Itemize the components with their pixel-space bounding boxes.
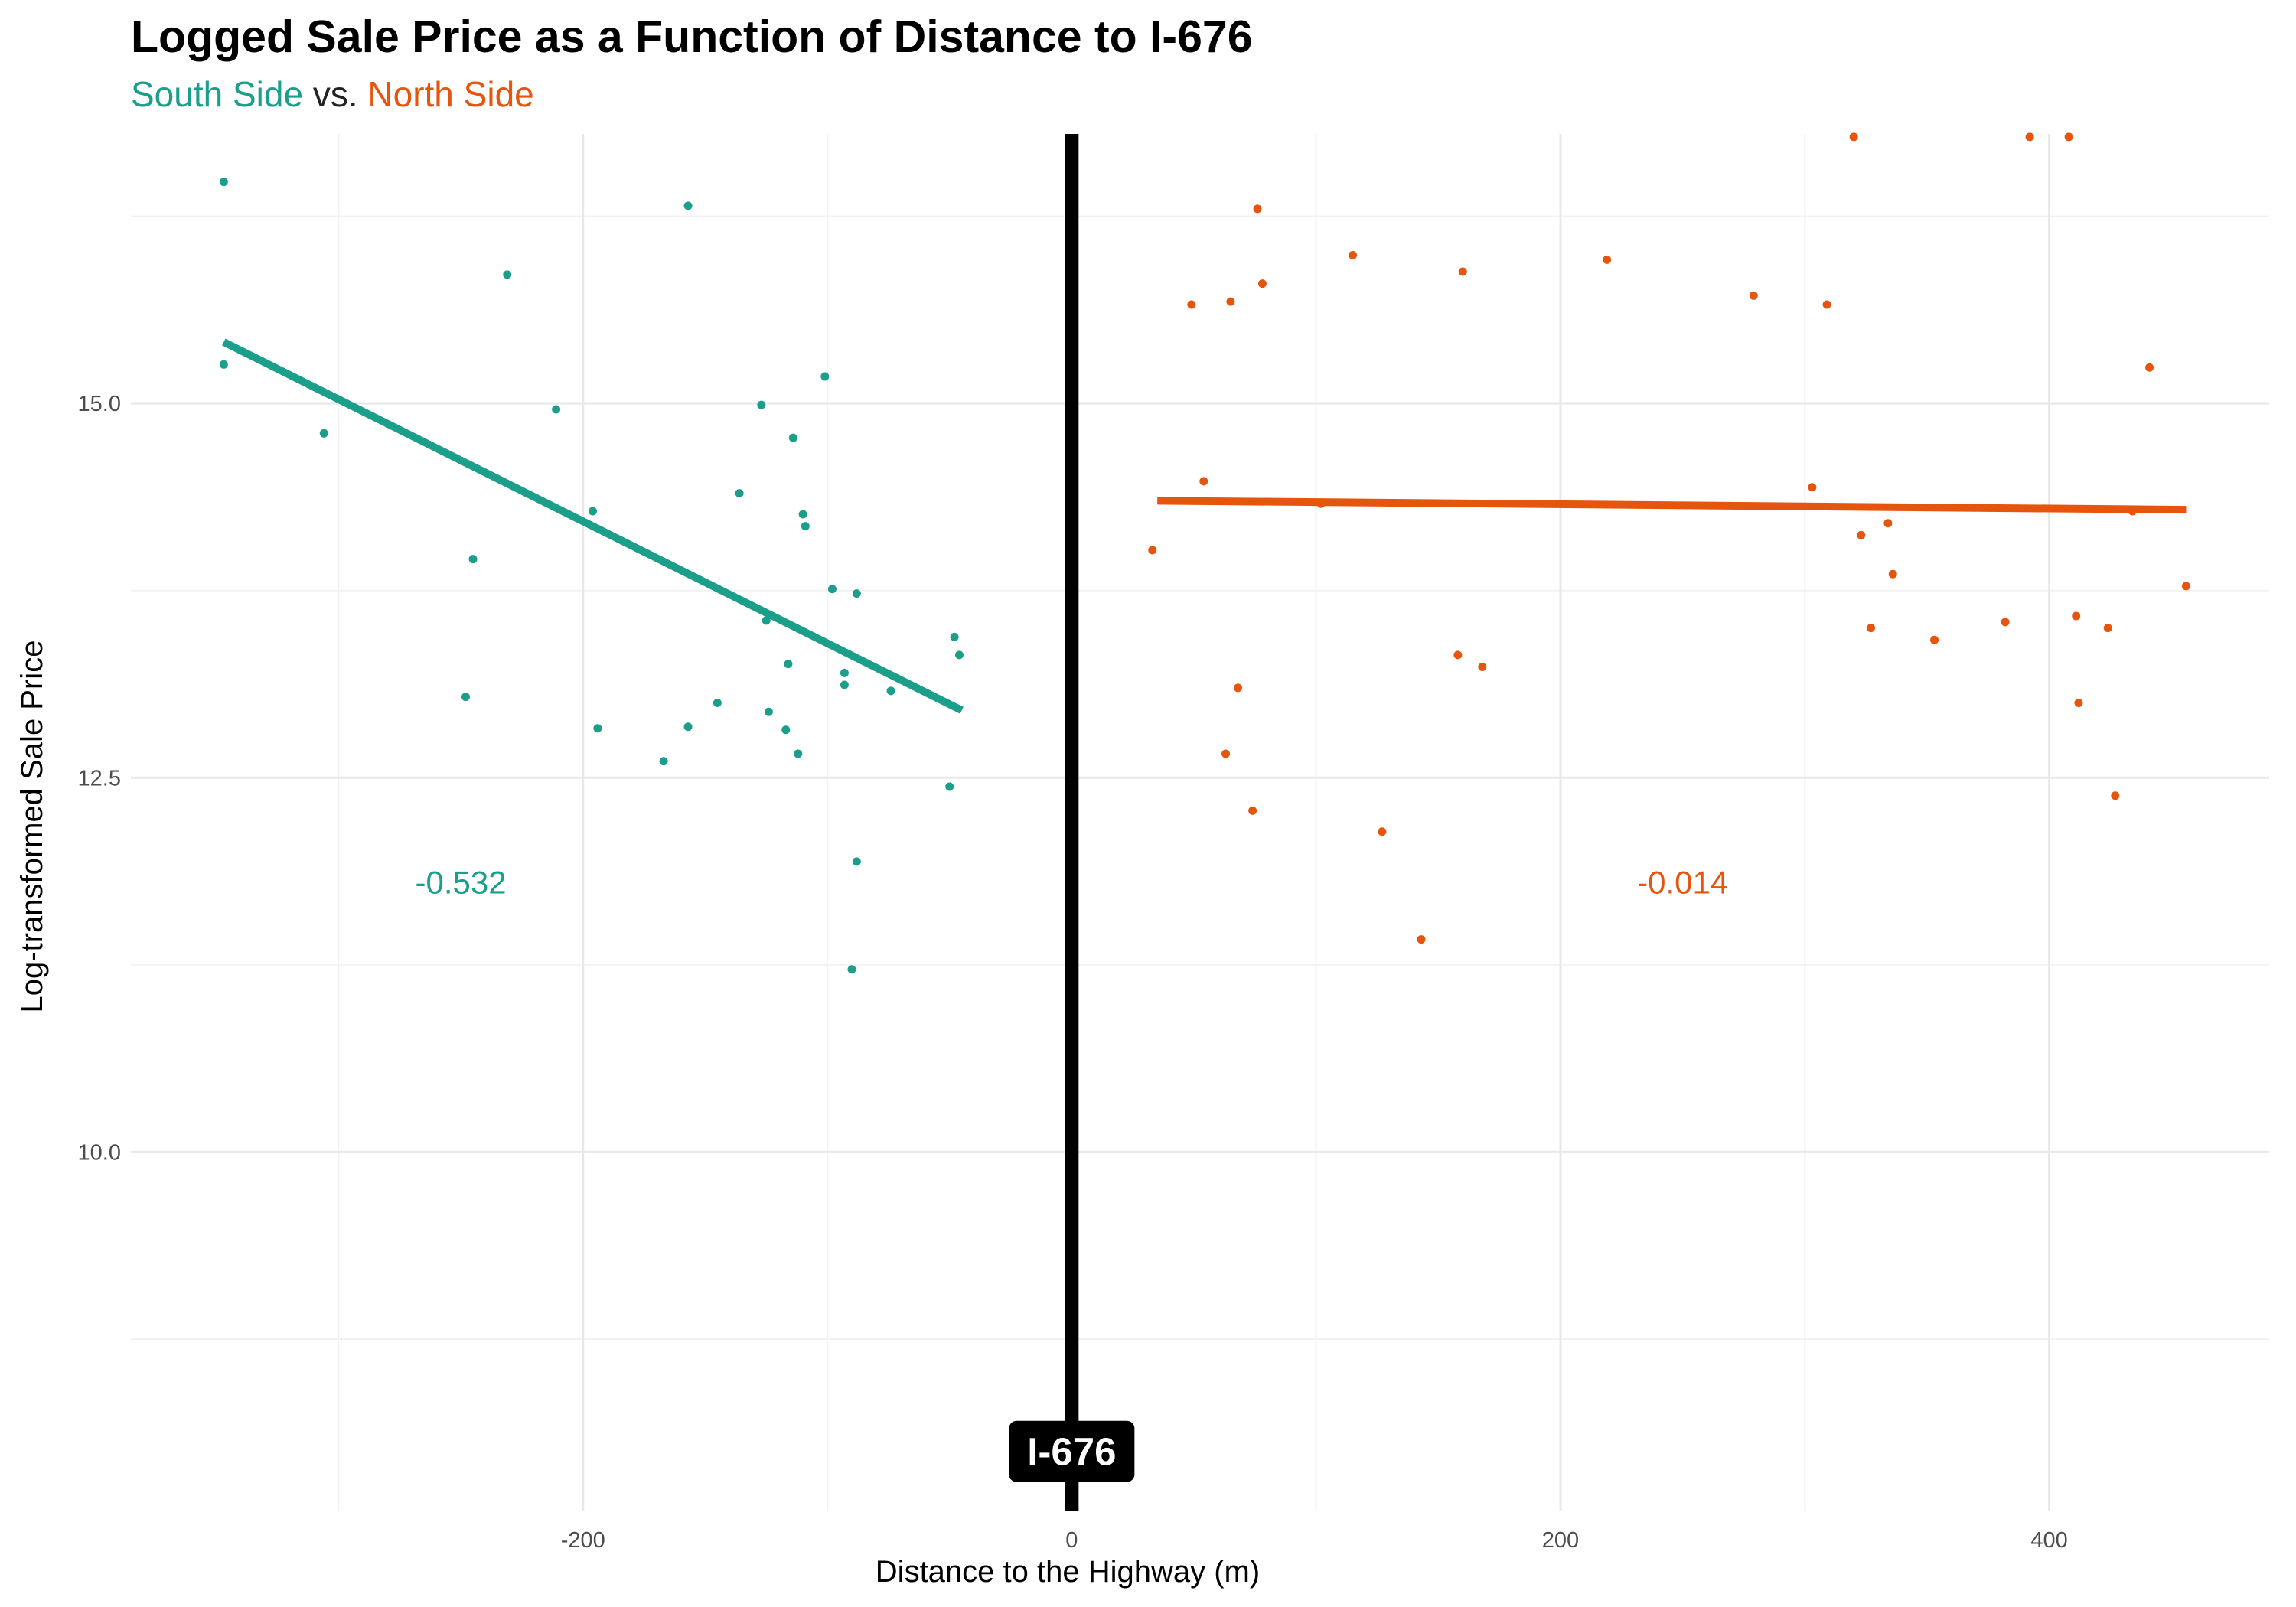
north-point bbox=[1883, 519, 1893, 528]
south-point bbox=[794, 749, 803, 758]
south-point bbox=[820, 372, 830, 381]
north-point bbox=[2072, 611, 2081, 621]
south-point bbox=[762, 616, 771, 625]
south-point bbox=[950, 632, 959, 641]
north-point bbox=[1749, 291, 1758, 300]
grid-major bbox=[131, 134, 2269, 1511]
south-point bbox=[683, 722, 693, 732]
x-tick-label: 400 bbox=[2030, 1528, 2067, 1553]
data-points bbox=[219, 132, 2190, 974]
south-point bbox=[781, 725, 791, 735]
south-point bbox=[461, 693, 470, 702]
north-point bbox=[1822, 300, 1831, 309]
north-point bbox=[1148, 546, 1157, 555]
slope-annotations: -0.532 -0.014 bbox=[416, 864, 1729, 900]
x-axis-ticks: -200 0 200 400 bbox=[561, 1528, 2068, 1553]
south-point bbox=[659, 757, 668, 766]
north-point bbox=[2181, 582, 2190, 591]
north-point bbox=[1187, 300, 1196, 309]
south-point bbox=[552, 405, 561, 414]
south-point bbox=[852, 857, 861, 866]
y-axis-ticks: 10.0 12.5 15.0 bbox=[78, 392, 121, 1165]
north-point bbox=[1930, 635, 1939, 644]
highway-label-box bbox=[1009, 1420, 1135, 1482]
north-point bbox=[1857, 530, 1866, 539]
north-point bbox=[2128, 507, 2137, 516]
x-tick-label: 0 bbox=[1065, 1528, 1078, 1553]
south-point bbox=[798, 510, 807, 519]
south-point bbox=[589, 507, 598, 516]
north-slope-label: -0.014 bbox=[1637, 864, 1728, 900]
south-point bbox=[764, 707, 773, 716]
fit-lines bbox=[222, 338, 2187, 714]
north-point bbox=[1417, 935, 1426, 944]
south-point bbox=[735, 489, 744, 498]
y-tick-label: 10.0 bbox=[78, 1140, 121, 1165]
x-tick-label: 200 bbox=[1542, 1528, 1579, 1553]
south-point bbox=[784, 660, 793, 669]
north-point bbox=[1253, 204, 1262, 214]
north-point bbox=[2025, 132, 2034, 142]
y-tick-label: 15.0 bbox=[78, 392, 121, 416]
north-point bbox=[1248, 806, 1257, 815]
north-point bbox=[1221, 749, 1231, 758]
north-point bbox=[2064, 132, 2073, 142]
north-point bbox=[1226, 297, 1235, 306]
y-axis-title: Log-transformed Sale Price bbox=[15, 641, 49, 1013]
north-fit-line bbox=[1157, 497, 2187, 514]
y-tick-label: 12.5 bbox=[78, 766, 121, 790]
south-point bbox=[503, 270, 512, 279]
chart-subtitle: South Side vs. North Side bbox=[131, 73, 534, 115]
north-point bbox=[2111, 791, 2120, 800]
south-point bbox=[840, 680, 849, 689]
south-point bbox=[468, 555, 478, 564]
south-point bbox=[827, 585, 837, 594]
highway-label: I-676 bbox=[1027, 1430, 1116, 1474]
north-point bbox=[1233, 683, 1242, 693]
grid-minor bbox=[131, 134, 2269, 1511]
south-point bbox=[847, 965, 856, 974]
south-fit-line bbox=[222, 338, 964, 714]
south-point bbox=[840, 668, 849, 677]
south-point bbox=[683, 201, 693, 210]
north-point bbox=[1349, 250, 1358, 259]
north-point bbox=[2103, 624, 2112, 633]
north-point bbox=[1478, 663, 1487, 672]
x-tick-label: -200 bbox=[561, 1528, 605, 1553]
south-point bbox=[319, 429, 328, 438]
north-point bbox=[1378, 827, 1387, 836]
north-point bbox=[1453, 650, 1463, 660]
south-point bbox=[788, 433, 797, 442]
north-point bbox=[2074, 698, 2083, 707]
subtitle-north-side: North Side bbox=[367, 74, 534, 114]
south-point bbox=[713, 698, 722, 707]
south-point bbox=[954, 650, 964, 660]
south-point bbox=[219, 178, 228, 187]
north-point bbox=[1849, 132, 1858, 142]
north-point bbox=[1603, 255, 1612, 264]
north-point bbox=[1867, 624, 1876, 633]
south-point bbox=[593, 724, 602, 733]
highway-marker: I-676 bbox=[1009, 134, 1135, 1511]
north-point bbox=[2145, 363, 2154, 372]
subtitle-south-side: South Side bbox=[131, 74, 304, 114]
north-point bbox=[1808, 483, 1817, 492]
north-point bbox=[1199, 477, 1208, 486]
north-point bbox=[1257, 279, 1267, 288]
north-point bbox=[1458, 267, 1467, 276]
south-point bbox=[852, 589, 861, 598]
subtitle-vs: vs. bbox=[312, 74, 358, 114]
south-point bbox=[945, 782, 954, 791]
south-point bbox=[219, 360, 228, 369]
south-point bbox=[801, 522, 810, 531]
chart-title: Logged Sale Price as a Function of Dista… bbox=[131, 11, 1253, 62]
north-point bbox=[1888, 569, 1897, 579]
south-point bbox=[886, 686, 895, 696]
south-slope-label: -0.532 bbox=[416, 864, 507, 900]
x-axis-title: Distance to the Highway (m) bbox=[876, 1555, 1260, 1589]
north-point bbox=[1316, 499, 1326, 508]
south-point bbox=[757, 400, 766, 409]
north-point bbox=[2001, 618, 2010, 627]
